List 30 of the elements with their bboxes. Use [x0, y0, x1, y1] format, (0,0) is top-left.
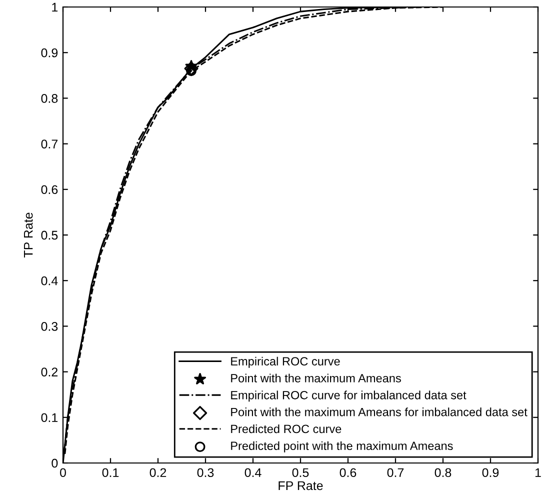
- x-tick-label: 0.3: [197, 468, 214, 478]
- legend-label: Point with the maximum Ameans: [231, 374, 401, 382]
- y-tick-label: 0.9: [41, 48, 58, 58]
- x-axis-title: FP Rate: [278, 481, 323, 490]
- y-tick-label: 0.8: [41, 94, 58, 103]
- x-tick-label: 0.1: [102, 468, 119, 478]
- x-tick-label: 0: [60, 468, 66, 478]
- y-tick-label: 0.2: [41, 368, 58, 376]
- y-tick-label: 0.7: [41, 140, 58, 148]
- x-tick-label: 0.6: [340, 468, 356, 478]
- x-tick-label: 1: [535, 468, 541, 477]
- legend-label: Predicted ROC curve: [231, 424, 342, 434]
- legend-label: Empirical ROC curve for imbalanced data set: [231, 390, 466, 402]
- y-tick-label: 0.3: [41, 322, 58, 331]
- y-tick-label: 1: [52, 2, 58, 12]
- y-tick-label: 0: [52, 458, 58, 468]
- y-tick-label: 0.5: [41, 230, 58, 240]
- y-axis-title: TP Rate: [24, 212, 33, 258]
- legend-label: Empirical ROC curve: [231, 356, 340, 368]
- x-tick-label: 0.9: [482, 468, 499, 478]
- x-tick-label: 0.7: [387, 468, 404, 478]
- x-tick-label: 0.4: [244, 468, 262, 478]
- y-tick-label: 0.4: [41, 276, 58, 286]
- legend-label: Point with the maximum Ameans for imbalanced data set: [231, 408, 528, 416]
- x-tick-label: 0.5: [292, 468, 309, 478]
- y-tick-label: 0.1: [41, 413, 58, 422]
- x-tick-label: 0.2: [150, 468, 166, 478]
- legend-label: Predicted point with the maximum Ameans: [231, 441, 453, 452]
- x-tick-label: 0.8: [434, 468, 452, 478]
- y-tick-label: 0.6: [41, 185, 58, 194]
